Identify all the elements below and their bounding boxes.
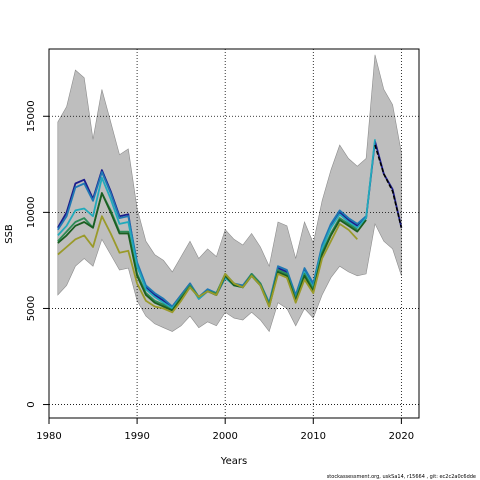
y-axis-label: SSB [4, 224, 15, 244]
confidence-band [57, 54, 402, 333]
series-line-6 [374, 144, 403, 228]
x-tick-label-4: 2020 [389, 431, 414, 442]
x-tick-label-0: 1980 [36, 431, 61, 442]
y-tick-label-3: 15000 [26, 100, 37, 132]
y-tick-label-0: 0 [26, 401, 37, 407]
footer-credit: stockassessment.org, uskSa14, r15664 , g… [327, 474, 476, 480]
x-axis-label: Years [220, 456, 247, 467]
plot-area [48, 49, 419, 418]
x-tick-label-1: 1990 [124, 431, 149, 442]
x-tick-label-2: 2000 [212, 431, 237, 442]
y-tick-label-2: 10000 [26, 196, 37, 228]
x-tick-label-3: 2010 [301, 431, 326, 442]
plot-frame [48, 48, 420, 419]
series-line-5 [57, 215, 358, 314]
y-tick-label-1: 5000 [26, 296, 37, 321]
